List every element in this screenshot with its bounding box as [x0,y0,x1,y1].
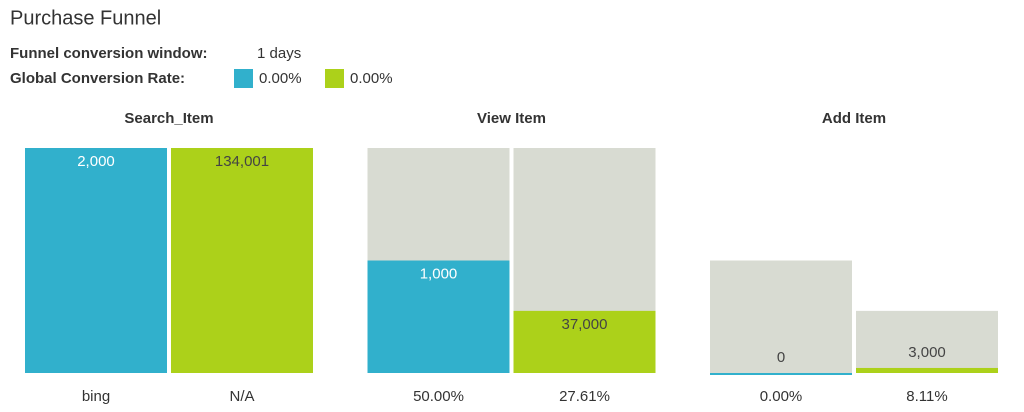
value-label: 2,000 [77,153,115,170]
bottom-label: 8.11% [906,388,947,405]
remaining-bar [710,260,852,373]
bar [856,367,998,373]
value-label: 0 [777,349,785,366]
value-label: 134,001 [215,153,269,170]
legend-rate: 0.00% [350,70,393,87]
bottom-label: bing [82,388,110,405]
chart-title: Purchase Funnel [10,7,161,29]
value-label: 37,000 [562,316,608,333]
window-value: 1 days [257,45,301,62]
bottom-label: 0.00% [760,388,803,405]
value-label: 3,000 [908,344,946,361]
remaining-bar [856,310,998,373]
value-label: 1,000 [420,265,458,282]
legend-rate: 0.00% [259,70,302,87]
window-label: Funnel conversion window: [10,45,208,62]
bottom-label: N/A [229,388,254,405]
legend-swatch [234,69,253,88]
bottom-label: 50.00% [413,388,464,405]
step-title: Search_Item [124,110,213,127]
conversion-label: Global Conversion Rate: [10,70,185,87]
bar [367,260,510,373]
step-title: Add Item [822,110,886,127]
bar [25,148,167,373]
bottom-label: 27.61% [559,388,610,405]
legend-swatch [325,69,344,88]
bar [710,373,852,375]
step-title: View Item [477,110,546,127]
bar [171,148,313,373]
bar [513,310,656,373]
